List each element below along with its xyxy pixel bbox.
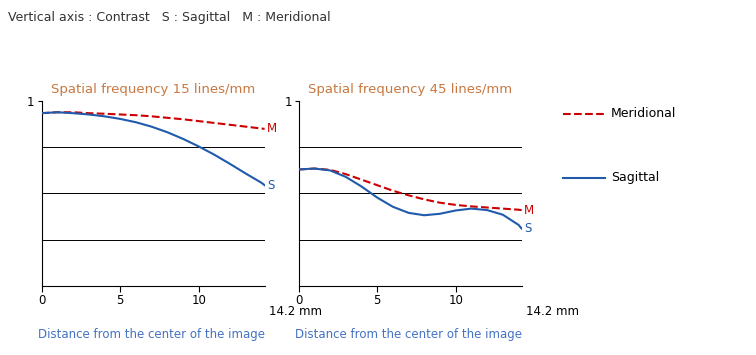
Title: Spatial frequency 15 lines/mm: Spatial frequency 15 lines/mm — [51, 83, 256, 96]
Text: 14.2 mm: 14.2 mm — [269, 305, 322, 318]
Text: S: S — [267, 179, 274, 192]
Text: Meridional: Meridional — [611, 107, 676, 120]
Text: 14.2 mm: 14.2 mm — [526, 305, 579, 318]
Title: Spatial frequency 45 lines/mm: Spatial frequency 45 lines/mm — [308, 83, 513, 96]
Text: M: M — [524, 203, 534, 217]
Text: Distance from the center of the image: Distance from the center of the image — [295, 328, 522, 341]
Text: Distance from the center of the image: Distance from the center of the image — [38, 328, 265, 341]
Text: M: M — [267, 122, 277, 135]
Text: S: S — [524, 222, 531, 235]
Text: Sagittal: Sagittal — [611, 171, 659, 184]
Text: Vertical axis : Contrast   S : Sagittal   M : Meridional: Vertical axis : Contrast S : Sagittal M … — [8, 11, 330, 24]
